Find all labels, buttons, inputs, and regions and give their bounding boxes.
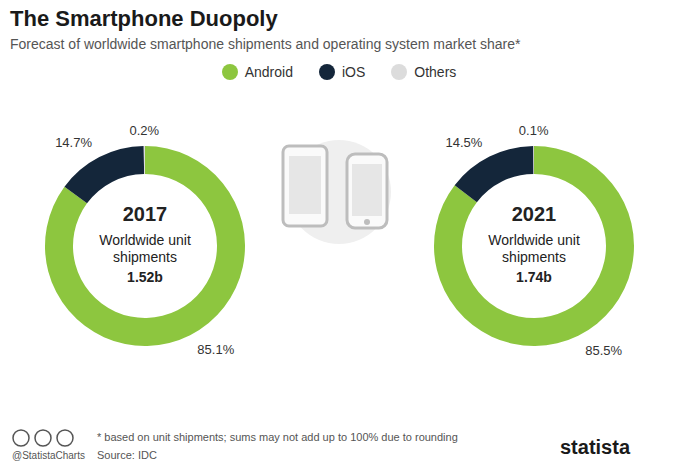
html-text:* based on unit shipments; sum: * based on unit shipments; sums may not … [97, 431, 458, 443]
html-text:Source: IDC: Source: IDC [97, 449, 157, 461]
svg-text:14.7%: 14.7% [55, 135, 92, 150]
svg-text:85.5%: 85.5% [585, 343, 622, 358]
html-text:Forecast of worldwide smartpho: Forecast of worldwide smartphone shipmen… [10, 36, 521, 52]
html-text:iOS: iOS [342, 64, 366, 80]
svg-text:14.5%: 14.5% [445, 135, 482, 150]
svg-text:85.1%: 85.1% [197, 342, 234, 357]
html-text:Worldwide unit shipments: Worldwide unit shipments [488, 232, 580, 265]
html-text:Android: Android [244, 64, 293, 80]
html-text:@StatistaCharts: @StatistaCharts [12, 450, 85, 461]
svg-text:0.2%: 0.2% [129, 123, 159, 138]
html-text:Worldwide unit shipments: Worldwide unit shipments [99, 232, 191, 265]
html-text:statista: statista [560, 436, 630, 458]
html-text:Others: Others [414, 64, 457, 80]
svg-text:0.1%: 0.1% [519, 123, 549, 138]
html-text:The Smartphone Duopoly: The Smartphone Duopoly [10, 6, 278, 31]
html-text:1.74b: 1.74b [516, 269, 552, 285]
html-text:2021: 2021 [511, 203, 557, 225]
html-text:1.52b: 1.52b [127, 269, 163, 285]
html-text:2017: 2017 [122, 203, 168, 225]
